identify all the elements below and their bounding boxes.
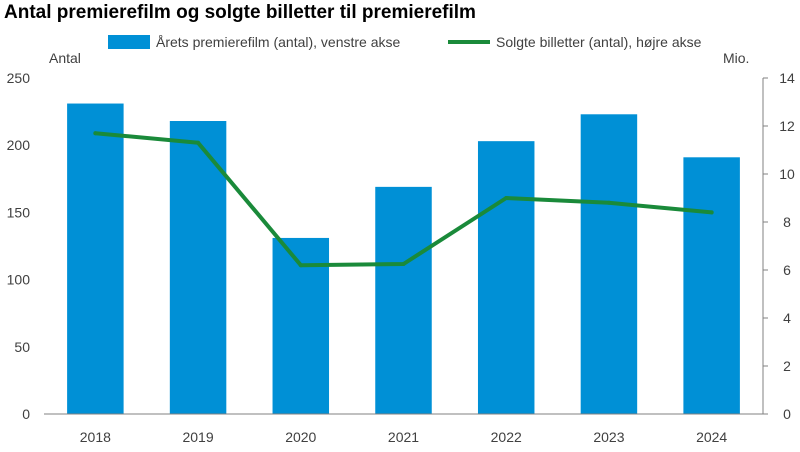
right-tick-label: 12	[779, 118, 795, 134]
right-axis-ticks: 0 2 4 6 8 10 12 14	[763, 70, 795, 422]
legend-swatch-bars	[108, 35, 150, 49]
bar	[67, 103, 124, 414]
left-tick-label: 150	[7, 204, 31, 220]
bar	[580, 114, 638, 415]
left-tick-label: 100	[7, 272, 31, 288]
line-series	[93, 131, 714, 268]
x-tick-label: 2018	[80, 429, 111, 445]
legend: Årets premierefilm (antal), venstre akse…	[108, 34, 702, 50]
left-tick-label: 200	[7, 137, 31, 153]
right-axis-label: Mio.	[723, 50, 749, 66]
x-tick-label: 2024	[696, 429, 727, 445]
left-axis-ticks: 0 50 100 150 200 250	[7, 70, 31, 422]
line-point	[196, 140, 201, 145]
bar	[375, 186, 432, 414]
line-point	[298, 263, 303, 268]
left-tick-label: 50	[14, 339, 30, 355]
legend-label-bars: Årets premierefilm (antal), venstre akse	[156, 34, 401, 50]
left-axis-label: Antal	[49, 50, 81, 66]
line-point	[93, 131, 98, 136]
left-tick-label: 250	[7, 70, 31, 86]
x-tick-label: 2020	[285, 429, 316, 445]
x-tick-label: 2022	[491, 429, 522, 445]
bar	[272, 237, 330, 414]
right-tick-label: 10	[779, 166, 795, 182]
right-tick-label: 6	[783, 262, 791, 278]
right-tick-label: 0	[783, 406, 791, 422]
legend-label-line: Solgte billetter (antal), højre akse	[496, 34, 702, 50]
line-point	[606, 200, 611, 205]
chart-title: Antal premierefilm og solgte billetter t…	[4, 2, 476, 23]
line-point	[709, 210, 714, 215]
x-axis-ticks: 2018 2019 2020 2021 2022 2023 2024	[80, 429, 728, 445]
bar	[169, 121, 227, 415]
bar-series	[67, 103, 740, 415]
right-tick-label: 8	[783, 214, 791, 230]
bar	[477, 141, 535, 414]
right-tick-label: 14	[779, 70, 795, 86]
line-point	[504, 196, 509, 200]
x-tick-label: 2019	[182, 429, 213, 445]
right-tick-label: 4	[783, 310, 791, 326]
x-tick-label: 2021	[388, 429, 419, 445]
left-tick-label: 0	[22, 406, 30, 422]
right-tick-label: 2	[783, 358, 791, 374]
x-tick-label: 2023	[593, 429, 624, 445]
line-point	[401, 262, 406, 266]
bar	[683, 157, 740, 414]
